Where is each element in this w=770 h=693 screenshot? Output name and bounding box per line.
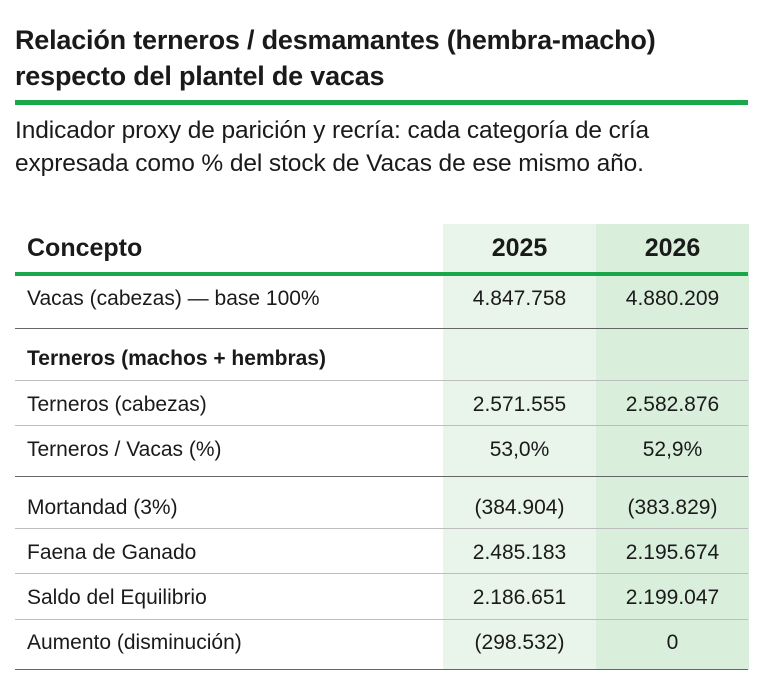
value-2026: 2.195.674 [625, 541, 720, 564]
header-2025: 2025 [491, 234, 548, 262]
value-2025: 2.485.183 [472, 541, 567, 564]
row-label: Mortandad (3%) [27, 496, 178, 519]
row-divider [15, 619, 748, 620]
row-label: Aumento (disminución) [27, 631, 242, 654]
value-2026: 0 [666, 631, 679, 654]
row-label: Terneros (cabezas) [27, 393, 207, 416]
value-2026: 4.880.209 [625, 287, 720, 310]
column-2025-background [443, 224, 596, 670]
header-concept: Concepto [27, 234, 143, 262]
value-2025: (298.532) [474, 631, 565, 654]
header-divider [15, 272, 748, 276]
page-title: Relación terneros / desmamantes (hembra-… [15, 25, 656, 91]
value-2026: 2.199.047 [625, 586, 720, 609]
row-divider [15, 380, 748, 381]
value-2026: (383.829) [627, 496, 718, 519]
table-header: Concepto 2025 2026 [15, 224, 748, 274]
column-2026-background [596, 224, 749, 670]
value-2026: 52,9% [642, 438, 703, 461]
row-label: Faena de Ganado [27, 541, 197, 564]
value-2025: 2.571.555 [472, 393, 567, 416]
section-divider [15, 328, 748, 329]
value-2026: 2.582.876 [625, 393, 720, 416]
title-divider [15, 100, 748, 105]
table-bottom-rule [15, 669, 748, 670]
section-divider [15, 476, 748, 477]
row-section-label: Terneros (machos + hembras) [27, 347, 326, 370]
value-2025: 4.847.758 [472, 287, 567, 310]
value-2025: 53,0% [489, 438, 550, 461]
header-2026: 2026 [644, 234, 701, 262]
row-label: Terneros / Vacas (%) [27, 438, 222, 461]
row-label: Saldo del Equilibrio [27, 586, 207, 609]
row-label: Vacas (cabezas) — base 100% [27, 287, 320, 310]
row-divider [15, 573, 748, 574]
row-divider [15, 528, 748, 529]
value-2025: 2.186.651 [472, 586, 567, 609]
value-2025: (384.904) [474, 496, 565, 519]
row-divider [15, 425, 748, 426]
page-subtitle: Indicador proxy de parición y recría: ca… [15, 117, 650, 177]
